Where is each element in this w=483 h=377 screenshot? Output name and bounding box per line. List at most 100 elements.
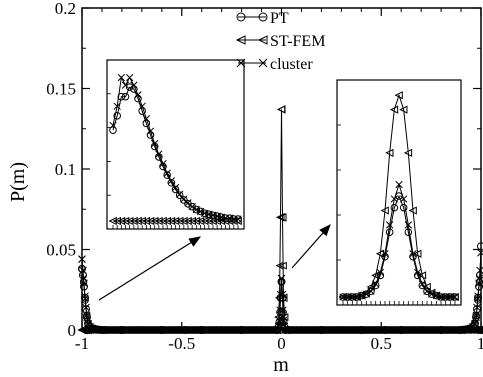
point-cluster	[188, 203, 196, 211]
point-pt	[117, 92, 126, 101]
point-cluster	[390, 195, 398, 203]
point-cluster	[276, 306, 284, 314]
y-tick-label: 0.2	[55, 0, 76, 18]
point-cluster	[457, 326, 465, 334]
point-cluster	[428, 290, 436, 298]
point-st-fem	[108, 216, 117, 226]
point-st-fem	[125, 216, 134, 226]
point-st-fem	[278, 261, 287, 270]
point-cluster	[386, 221, 394, 229]
point-cluster	[377, 326, 386, 334]
point-st-fem	[141, 216, 151, 226]
legend-entry-cluster: cluster	[236, 56, 313, 73]
point-st-fem	[171, 216, 180, 226]
point-st-fem	[79, 325, 88, 335]
point-cluster	[234, 215, 242, 223]
inset-series-cluster	[339, 180, 459, 301]
point-st-fem	[275, 261, 284, 270]
point-st-fem	[413, 249, 422, 258]
point-st-fem	[212, 216, 221, 226]
point-cluster	[126, 73, 134, 82]
point-cluster	[473, 303, 481, 312]
point-st-fem	[183, 216, 192, 226]
point-cluster	[279, 316, 288, 325]
point-cluster	[358, 291, 366, 300]
point-cluster	[192, 205, 200, 214]
point-st-fem	[476, 326, 483, 334]
point-cluster	[414, 268, 422, 277]
inset-series-st-fem	[108, 216, 242, 226]
point-cluster	[381, 250, 389, 258]
point-st-fem	[216, 216, 226, 226]
point-cluster	[432, 291, 440, 300]
y-tick-label: 0.1	[55, 160, 76, 179]
point-cluster	[146, 127, 155, 135]
point-cluster	[279, 306, 287, 314]
point-cluster	[376, 268, 384, 277]
arrow-left-inset	[98, 236, 202, 301]
point-pt	[180, 196, 188, 204]
point-cluster	[276, 290, 285, 299]
legend-label-st-fem: ST-FEM	[270, 33, 325, 50]
point-pt	[477, 242, 483, 251]
point-st-fem	[275, 212, 285, 222]
main-plot: -1 -0.5 0 0.5 1 0 0.05 0.1 0.15 0.2	[46, 0, 483, 353]
point-cluster	[79, 266, 87, 275]
point-cluster	[82, 303, 90, 312]
x-tick-label: 0	[277, 334, 286, 353]
x-tick-label: 1	[477, 334, 483, 353]
point-st-fem	[389, 105, 399, 114]
point-cluster	[367, 287, 375, 295]
point-cluster	[81, 294, 89, 302]
point-cluster	[472, 311, 480, 319]
y-tick-label: 0	[68, 321, 77, 340]
point-st-fem	[422, 282, 431, 292]
point-cluster	[226, 214, 234, 222]
inset-series-cluster	[109, 73, 242, 223]
point-cluster	[83, 313, 91, 321]
point-cluster	[395, 180, 403, 189]
inset-center-peak	[336, 79, 462, 306]
point-cluster	[159, 159, 167, 168]
point-st-fem	[408, 206, 417, 215]
point-st-fem	[257, 35, 268, 45]
point-cluster	[113, 102, 121, 110]
point-st-fem	[208, 216, 217, 226]
point-st-fem	[380, 206, 389, 215]
point-st-fem	[179, 216, 188, 226]
point-pt	[192, 205, 201, 214]
point-st-fem	[166, 216, 176, 226]
point-cluster	[273, 326, 281, 334]
point-cluster	[205, 210, 213, 218]
point-cluster	[201, 209, 209, 218]
point-cluster	[477, 326, 483, 334]
inset-left-peak	[106, 59, 245, 230]
point-st-fem	[277, 212, 287, 222]
y-tick-label: 0.05	[46, 241, 76, 260]
point-cluster	[151, 139, 159, 148]
point-st-fem	[150, 216, 159, 226]
point-st-fem	[146, 216, 155, 226]
point-st-fem	[175, 216, 184, 226]
point-st-fem	[276, 105, 286, 114]
point-pt	[390, 203, 399, 212]
point-cluster	[474, 294, 482, 302]
legend-entry-st-fem: ST-FEM	[235, 33, 325, 50]
point-pt	[167, 178, 176, 187]
point-cluster	[475, 279, 483, 288]
point-st-fem	[154, 216, 163, 226]
point-cluster	[451, 293, 459, 301]
point-cluster	[88, 324, 96, 333]
y-axis-label: P(m)	[7, 162, 29, 202]
legend-entry-pt: PT	[236, 10, 289, 27]
point-st-fem	[385, 148, 394, 157]
point-cluster	[130, 81, 138, 89]
point-pt	[171, 185, 180, 194]
point-cluster	[167, 177, 175, 185]
point-cluster	[142, 115, 150, 123]
point-pt	[175, 191, 184, 199]
point-cluster	[171, 183, 180, 192]
point-pt	[125, 83, 134, 91]
point-cluster	[353, 293, 361, 301]
